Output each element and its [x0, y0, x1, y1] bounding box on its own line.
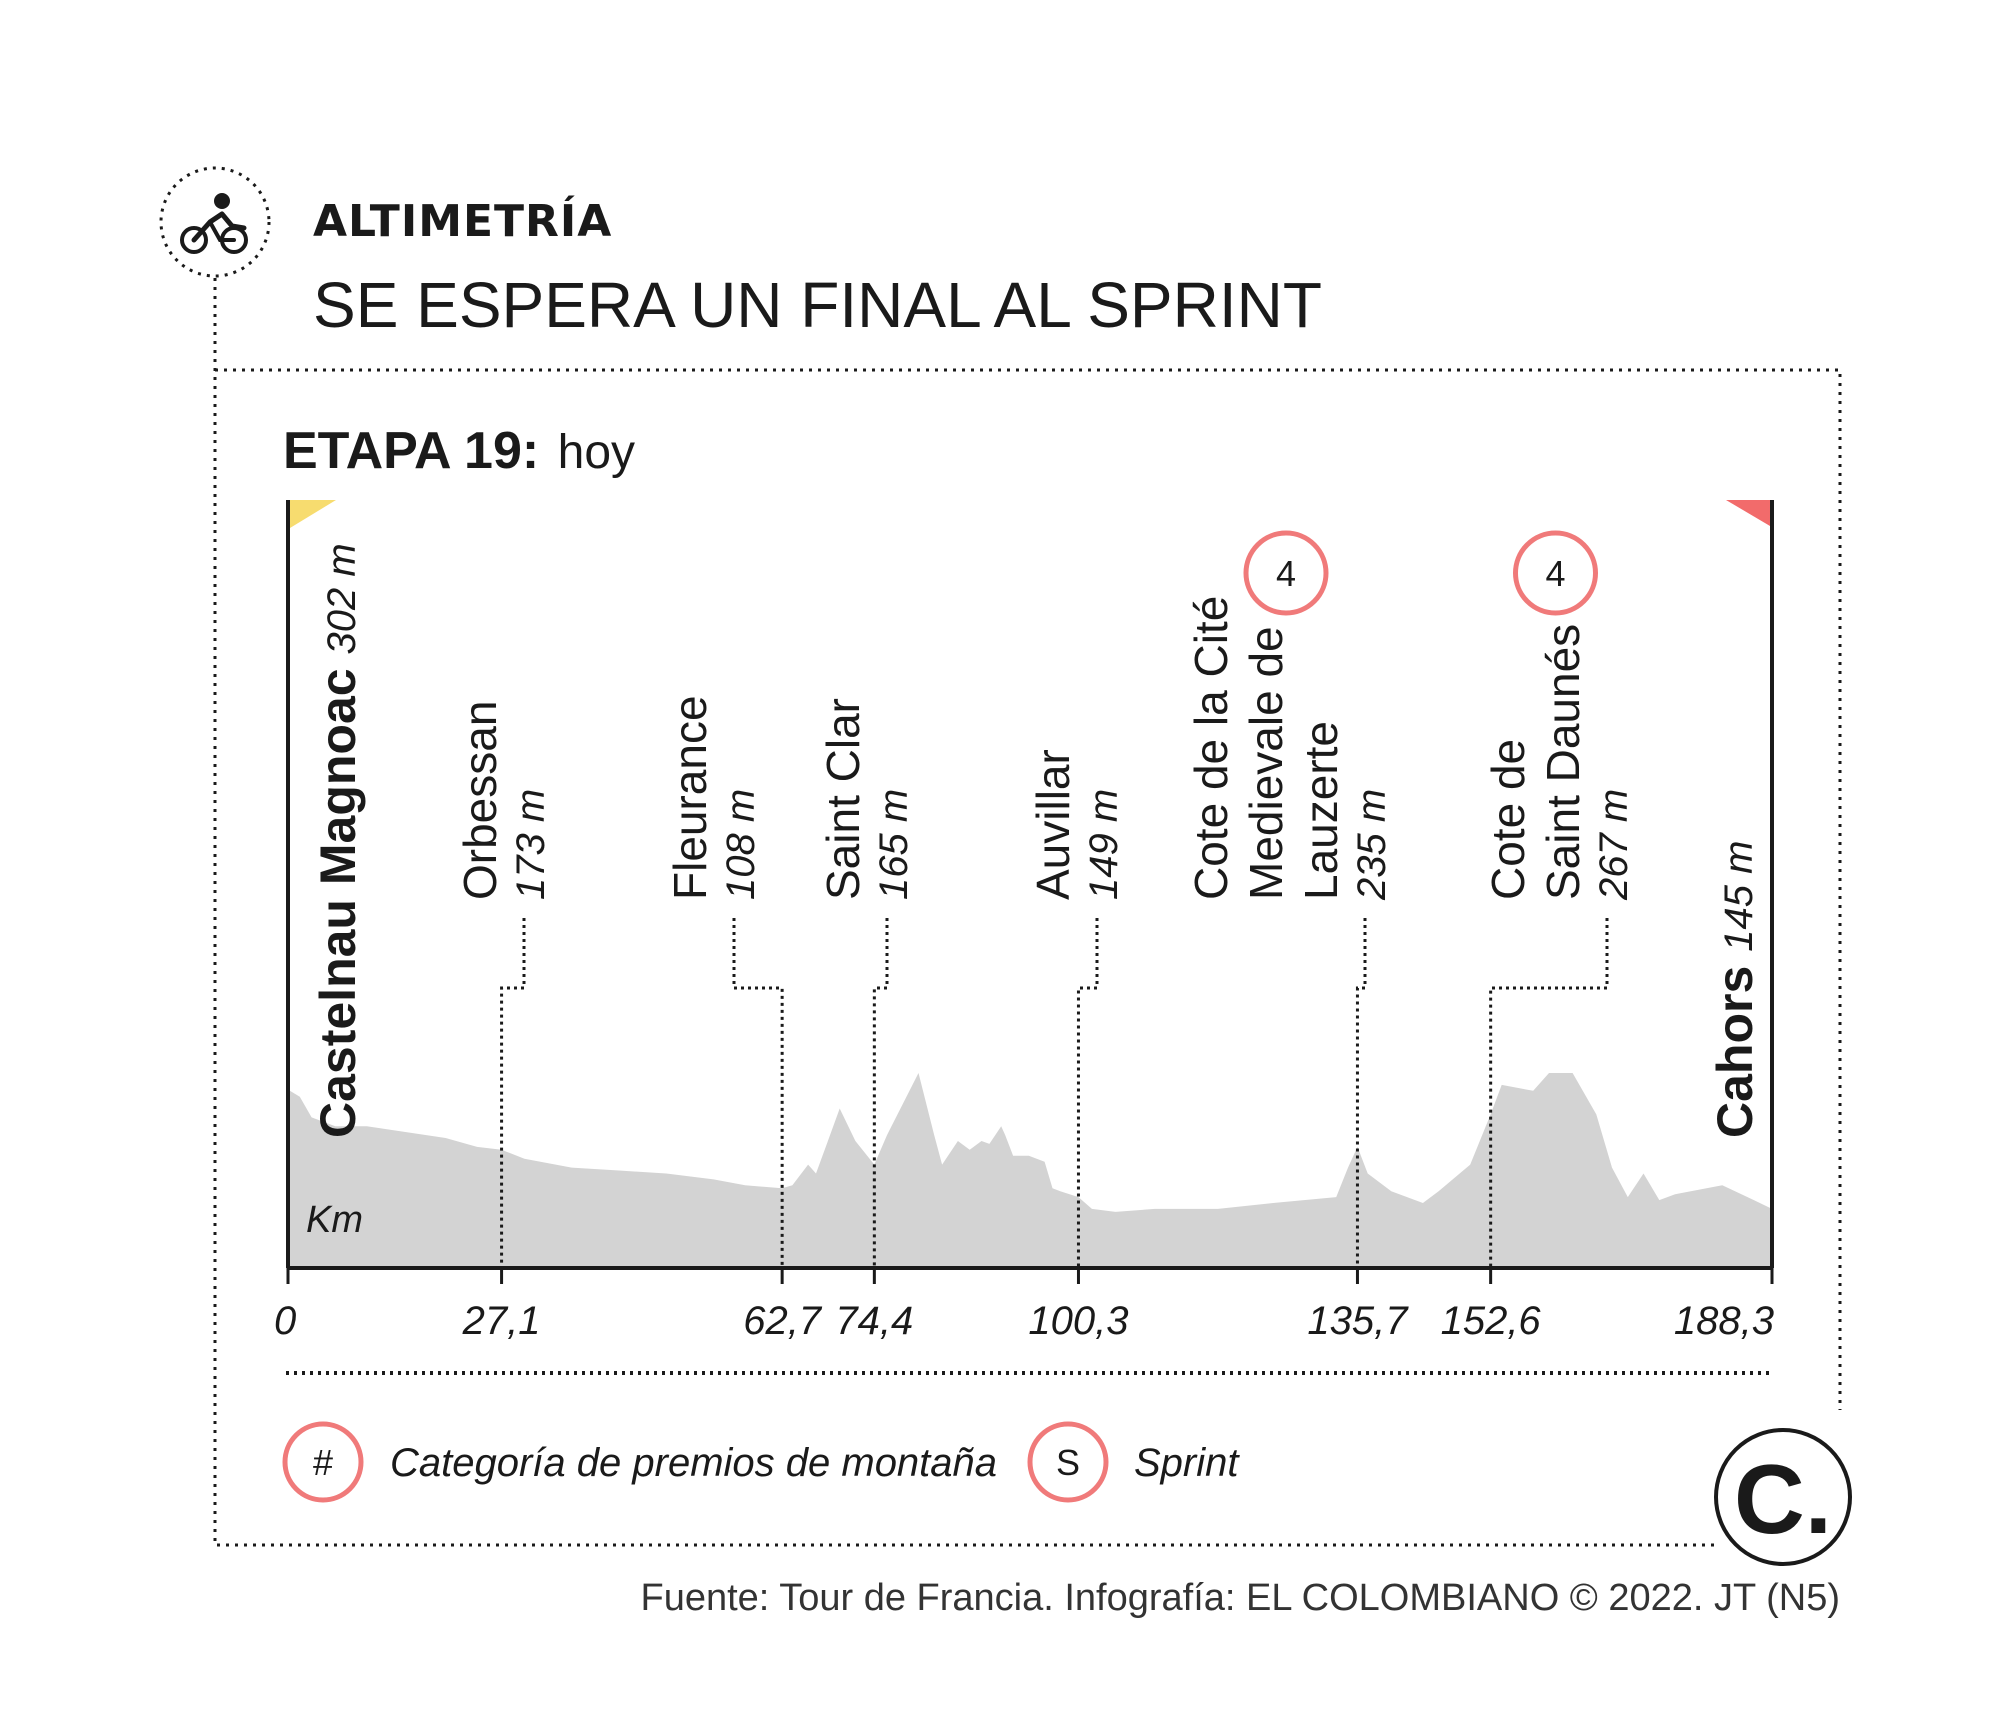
waypoint-name: Saint Daunés — [1537, 624, 1589, 900]
cyclist-icon — [180, 193, 248, 254]
legend-category-symbol: # — [313, 1442, 333, 1483]
waypoint-name: Auvillar — [1027, 749, 1079, 900]
waypoint-label: Orbessan — [454, 701, 506, 900]
waypoint-name: Medievale de — [1240, 626, 1292, 900]
mountain-category-value: 4 — [1276, 553, 1296, 594]
waypoint-leader — [1489, 918, 1609, 1268]
waypoint-altitude: 267 m — [1592, 789, 1636, 901]
stage-title: ETAPA 19: hoy — [283, 422, 635, 480]
finish-altitude: 145 m — [1717, 841, 1761, 952]
legend: # Categoría de premios de montaña S Spri… — [282, 1421, 1240, 1503]
mountain-category-value: 4 — [1545, 553, 1565, 594]
waypoint-label: Saint Clar — [817, 698, 869, 900]
x-tick-label: 152,6 — [1441, 1299, 1542, 1343]
start-altitude: 302 m — [320, 543, 364, 654]
waypoint-name: Fleurance — [664, 695, 716, 900]
waypoint-name: Cote de la Cité — [1185, 596, 1237, 900]
legend-sprint-symbol: S — [1056, 1442, 1080, 1483]
start-flag — [290, 500, 336, 528]
start-label: Castelnau Magnoac 302 m — [310, 543, 366, 1138]
x-tick-label: 74,4 — [835, 1299, 913, 1343]
x-axis-label: Km — [306, 1199, 363, 1241]
waypoint-altitude: 235 m — [1350, 789, 1394, 901]
kicker: ALTIMETRÍA — [313, 194, 612, 247]
waypoint-label: Cote de la CitéMedievale deLauzerte — [1185, 596, 1347, 900]
headline: SE ESPERA UN FINAL AL SPRINT — [313, 269, 1322, 341]
finish-label: Cahors 145 m — [1707, 841, 1763, 1138]
waypoint-leader — [872, 918, 889, 1268]
mountain-category-badge — [1243, 530, 1329, 616]
frame-left-bottom — [213, 278, 1720, 1547]
legend-category-badge — [282, 1421, 364, 1503]
x-tick-label: 62,7 — [743, 1299, 823, 1343]
waypoint-altitude: 173 m — [509, 789, 553, 900]
waypoint-altitude: 149 m — [1082, 789, 1126, 900]
waypoint-altitude: 165 m — [872, 789, 916, 900]
x-tick-label: 135,7 — [1307, 1299, 1409, 1343]
logo-mark: C. — [1734, 1444, 1832, 1554]
elevation-profile — [288, 1073, 1772, 1268]
stage-label: ETAPA 19: — [283, 422, 539, 480]
x-tick-label: 0 — [274, 1299, 296, 1343]
waypoint-name: Orbessan — [454, 701, 506, 900]
el-colombiano-logo: C. — [1714, 1428, 1852, 1566]
waypoint-name: Cote de — [1482, 739, 1534, 900]
stage-when: hoy — [558, 426, 635, 479]
waypoint-label: Fleurance — [664, 695, 716, 900]
legend-sprint-label: Sprint — [1134, 1441, 1240, 1485]
waypoint-label: Cote deSaint Daunés — [1482, 624, 1589, 900]
finish-flag — [1726, 500, 1770, 526]
legend-sprint-badge — [1027, 1421, 1109, 1503]
start-name: Castelnau Magnoac — [310, 668, 366, 1138]
header-icon-badge — [159, 166, 271, 278]
waypoint-name: Saint Clar — [817, 698, 869, 900]
waypoint-leader — [500, 918, 526, 1268]
legend-category-label: Categoría de premios de montaña — [390, 1441, 997, 1485]
waypoint-name: Lauzerte — [1295, 721, 1347, 900]
waypoint-label: Auvillar — [1027, 749, 1079, 900]
mountain-category-badge — [1513, 530, 1598, 616]
source-note: Fuente: Tour de Francia. Infografía: EL … — [641, 1577, 1841, 1619]
altimetry-chart: Km 0 27,1 62,7 74,4 100,3 135,7 152,6 188,3 Caste… — [274, 500, 1774, 1343]
waypoint-leader — [1355, 918, 1367, 1268]
x-tick-label: 27,1 — [462, 1299, 541, 1343]
waypoint-altitude: 108 m — [719, 789, 763, 900]
frame-top-right — [215, 368, 1842, 1410]
x-tick-label: 100,3 — [1028, 1299, 1128, 1343]
x-tick-label: 188,3 — [1674, 1299, 1774, 1343]
finish-name: Cahors — [1707, 966, 1763, 1138]
waypoint-leader — [732, 918, 784, 1268]
waypoint-leader — [1076, 918, 1099, 1268]
